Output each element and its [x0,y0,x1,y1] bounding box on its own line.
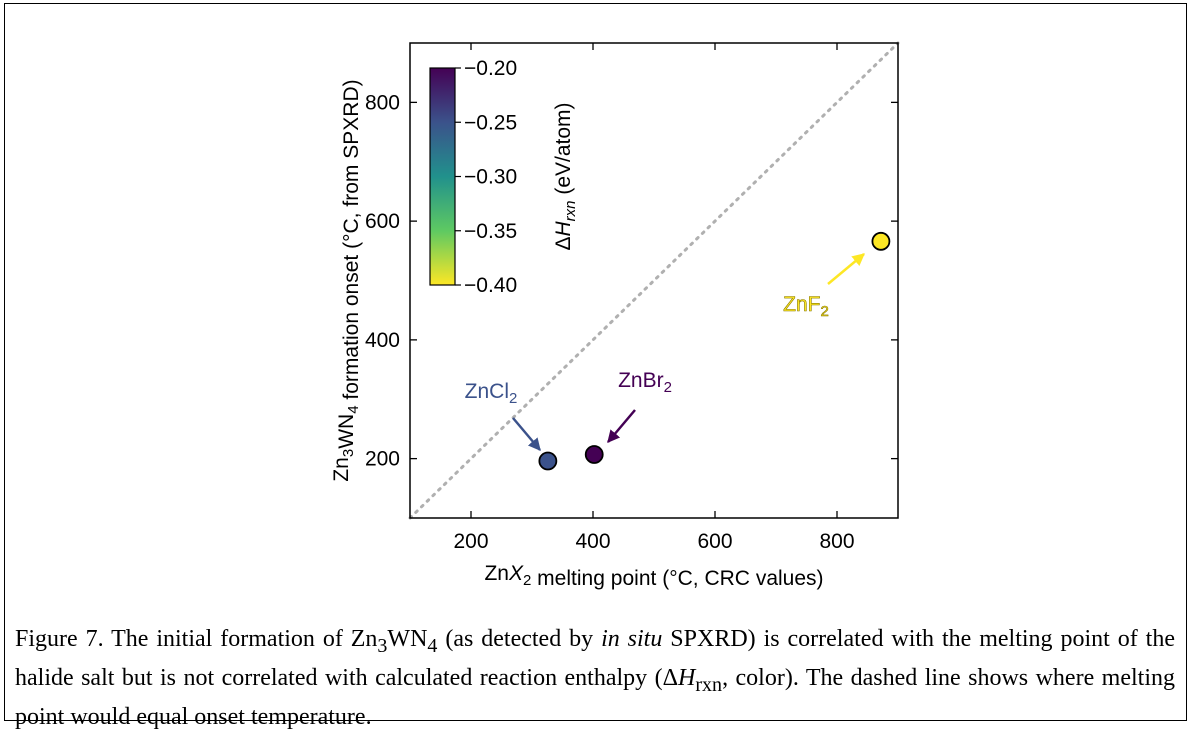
colorbar-tick-label: −0.25 [464,111,517,134]
colorbar-label: ΔHrxn (eV/atom) [552,102,579,250]
figure-frame [4,3,1187,721]
point-label: ZnF2 [783,293,829,320]
plot-frame [409,42,899,519]
reference-line [408,41,900,520]
annotation-arrow [607,409,636,443]
colorbar-tick-label: −0.30 [464,166,517,189]
y-tick-label: 200 [365,448,400,471]
x-axis-label: ZnX2 melting point (°C, CRC values) [484,562,823,590]
colorbar-label-group: ΔHrxn (eV/atom) [552,102,579,250]
plot-area: 200 400 600 800 200 400 600 800 ZnX2 melting poi… [330,41,900,590]
x-tick-label: 400 [575,530,610,553]
x-tick-label: 600 [697,530,732,553]
caption-text: Figure 7. The initial formation of Zn3WN… [15,626,1176,730]
colorbar [429,67,456,286]
annotation-arrow [512,417,541,451]
data-point [871,231,891,251]
y-axis-label-group: Zn3WN4 formation onset (°C, from SPXRD) [330,79,363,481]
annotation-arrow [827,253,865,285]
data-point [584,445,604,464]
colorbar-tick-label: −0.35 [464,220,517,243]
colorbar-tick-label: −0.40 [464,274,517,297]
x-tick-label: 200 [453,530,488,553]
point-label: ZnCl2 [465,380,518,407]
y-tick-label: 600 [365,210,400,233]
y-axis-label: Zn3WN4 formation onset (°C, from SPXRD) [330,79,363,481]
figure-caption: Figure 7. The initial formation of Zn3WN… [15,623,1175,733]
y-tick-label: 800 [365,91,400,114]
x-tick-label: 800 [819,530,854,553]
point-label: ZnBr2 [618,369,672,396]
colorbar-tick-label: −0.20 [464,57,517,80]
data-point [538,451,558,471]
y-tick-label: 400 [365,329,400,352]
scatter-chart: 200 400 600 800 200 400 600 800 ZnX2 melting poi… [330,41,900,590]
